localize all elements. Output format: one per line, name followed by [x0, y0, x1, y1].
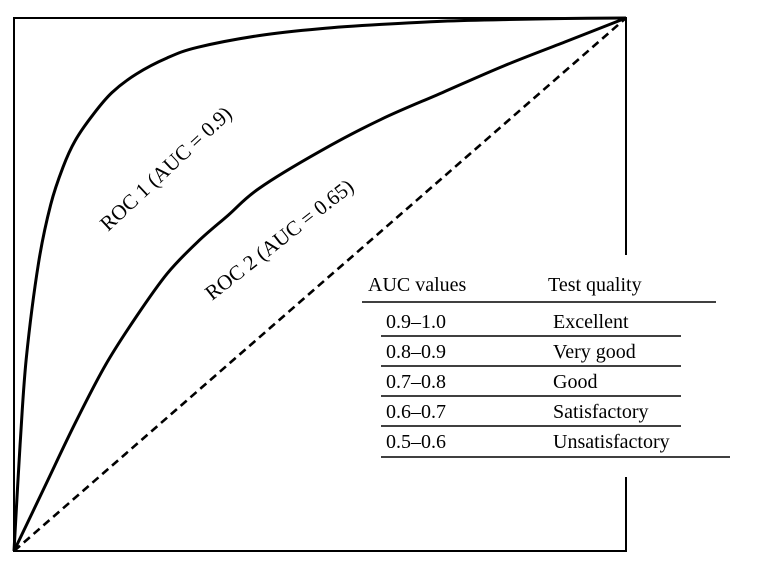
table-cell-quality: Good: [553, 371, 597, 393]
table-cell-range: 0.7–0.8: [386, 371, 446, 393]
roc2-curve: [12, 16, 627, 552]
roc1-annotation: ROC 1 (AUC = 0.9): [95, 101, 237, 235]
table-cell-range: 0.9–1.0: [386, 311, 446, 333]
auc-quality-table: AUC values Test quality 0.9–1.0 Excellen…: [356, 262, 736, 474]
roc2-annotation: ROC 2 (AUC = 0.65): [200, 174, 358, 305]
table-cell-quality: Very good: [553, 341, 636, 363]
plot-frame: [13, 17, 627, 552]
roc1-curve: [12, 16, 627, 552]
table-header-auc: AUC values: [368, 274, 467, 296]
table-cell-range: 0.6–0.7: [386, 401, 446, 423]
series-layer: [12, 16, 627, 552]
table-cell-quality: Unsatisfactory: [553, 431, 670, 453]
table-cell-range: 0.5–0.6: [386, 431, 446, 453]
table-background: [356, 262, 736, 474]
chance-diagonal: [13, 17, 627, 552]
table-header-quality: Test quality: [548, 274, 642, 296]
table-cell-quality: Satisfactory: [553, 401, 649, 423]
table-cell-range: 0.8–0.9: [386, 341, 446, 363]
table-cell-quality: Excellent: [553, 311, 629, 333]
